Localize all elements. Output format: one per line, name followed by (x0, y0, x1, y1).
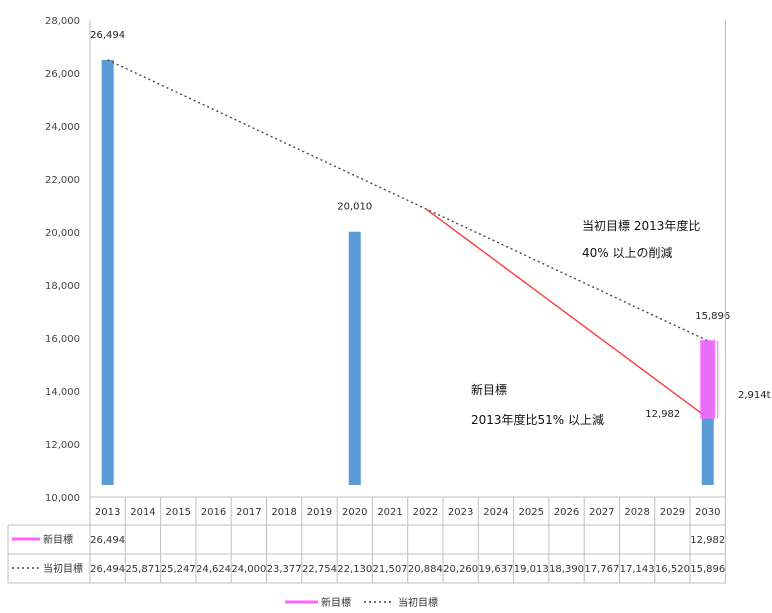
x-category-label: 2028 (624, 507, 649, 518)
original-target-cell: 25,247 (161, 564, 196, 575)
x-category-label: 2026 (554, 507, 579, 518)
original-target-line (107, 59, 709, 342)
x-category-label: 2021 (377, 507, 402, 518)
original-target-cell: 22,130 (337, 564, 372, 575)
difference-box (700, 340, 716, 419)
y-tick-label: 28,000 (45, 16, 80, 27)
original-target-cell: 16,520 (655, 564, 690, 575)
x-category-label: 2019 (307, 507, 332, 518)
y-tick-label: 18,000 (45, 281, 80, 292)
original-target-row-label: 当初目標 (43, 562, 83, 575)
original-target-cell: 18,390 (549, 564, 584, 575)
original-target-cell: 15,896 (690, 564, 725, 575)
y-tick-label: 22,000 (45, 175, 80, 186)
original-target-cell: 24,624 (196, 564, 231, 575)
original-target-cell: 23,377 (267, 564, 302, 575)
original-target-cell: 17,143 (620, 564, 655, 575)
original-target-annotation-line2: 40% 以上の削減 (582, 245, 673, 260)
new-target-annotation-line1: 新目標 (471, 382, 507, 397)
y-tick-label: 26,000 (45, 69, 80, 80)
y-tick-label: 12,000 (45, 440, 80, 451)
original-target-cell: 22,754 (302, 564, 337, 575)
x-category-label: 2024 (483, 507, 508, 518)
new-target-row-label: 新目標 (43, 533, 73, 546)
line-series: 12,982 (107, 59, 719, 420)
original-target-cell: 26,494 (90, 564, 125, 575)
legend: 新目標 当初目標 (285, 596, 438, 609)
bar-2020 (348, 231, 361, 485)
original-target-cell: 17,767 (584, 564, 619, 575)
x-category-label: 2029 (660, 507, 685, 518)
x-category-label: 2016 (201, 507, 226, 518)
new-target-cell: 26,494 (90, 535, 125, 546)
y-tick-label: 24,000 (45, 122, 80, 133)
x-category-label: 2023 (448, 507, 473, 518)
y-tick-label: 10,000 (45, 493, 80, 504)
new-target-annotation-line2: 2013年度比51% 以上減 (471, 412, 604, 427)
original-target-annotation-line1: 当初目標 2013年度比 (582, 218, 700, 233)
x-category-label: 2030 (695, 507, 720, 518)
x-category-label: 2015 (166, 507, 191, 518)
bar-2013 (101, 59, 114, 486)
y-axis: 10,000 12,000 14,000 16,000 18,000 20,000 22,0… (45, 16, 80, 504)
x-category-label: 2025 (519, 507, 544, 518)
original-target-cell: 20,260 (443, 564, 478, 575)
original-target-cell: 19,013 (514, 564, 549, 575)
x-category-label: 2027 (589, 507, 614, 518)
original-target-cell: 25,871 (125, 564, 160, 575)
original-target-cell: 19,637 (478, 564, 513, 575)
original-target-cell: 20,884 (408, 564, 443, 575)
annotations: 当初目標 2013年度比 40% 以上の削減 新目標 2013年度比51% 以上… (471, 218, 771, 427)
bar-data-label: 26,494 (90, 30, 125, 41)
original-target-cell: 21,507 (373, 564, 408, 575)
x-category-label: 2017 (236, 507, 261, 518)
original-target-cell: 24,000 (231, 564, 266, 575)
data-table: 2013 2014 2015 2016 2017 2018 2019 2020 2021 2022… (7, 20, 726, 584)
legend-original-target-label: 当初目標 (398, 596, 438, 609)
x-category-label: 2022 (413, 507, 438, 518)
x-category-label: 2020 (342, 507, 367, 518)
bar-data-label: 15,896 (695, 311, 730, 322)
new-target-point-label: 12,982 (645, 409, 680, 420)
y-tick-label: 20,000 (45, 228, 80, 239)
y-tick-label: 16,000 (45, 334, 80, 345)
x-category-label: 2014 (130, 507, 155, 518)
y-tick-label: 14,000 (45, 387, 80, 398)
x-category-label: 2013 (95, 507, 120, 518)
bar-data-label: 20,010 (337, 202, 372, 213)
difference-label: 2,914t (738, 390, 771, 401)
new-target-line (424, 208, 709, 419)
new-target-cell: 12,982 (690, 535, 725, 546)
legend-new-target-label: 新目標 (321, 596, 351, 609)
x-category-label: 2018 (271, 507, 296, 518)
